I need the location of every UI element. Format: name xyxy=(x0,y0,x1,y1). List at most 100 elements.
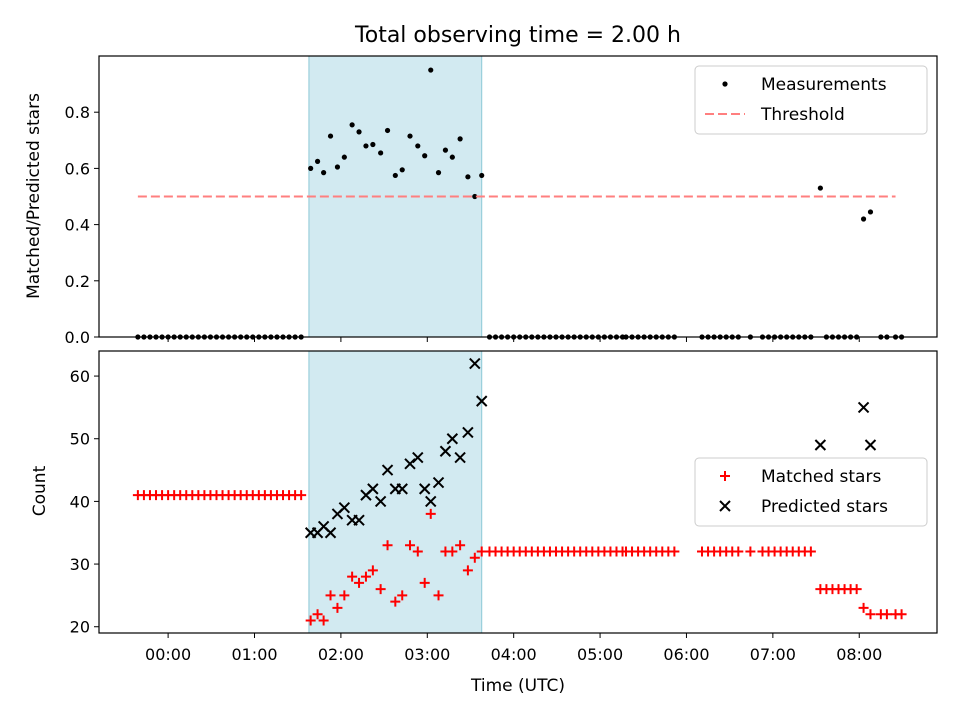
matched-stars-point xyxy=(354,577,365,588)
measurement-point xyxy=(384,127,391,134)
chart-title: Total observing time = 2.00 h xyxy=(354,23,681,48)
matched-stars-point xyxy=(367,565,378,576)
predicted-stars-point xyxy=(353,514,365,526)
legend-marker-x xyxy=(719,500,731,512)
top-y-tick-label: 0.8 xyxy=(65,103,90,122)
matched-stars-point xyxy=(390,596,401,607)
matched-stars-point xyxy=(896,609,907,620)
x-tick-label: 08:00 xyxy=(836,645,882,664)
top-panel-y-axis-label: Matched/Predicted stars xyxy=(24,93,44,299)
bottom-legend-box xyxy=(694,457,928,527)
matched-stars-point xyxy=(455,540,466,551)
predicted-stars-point xyxy=(412,451,424,464)
matched-stars-point xyxy=(805,546,816,557)
predicted-stars-point xyxy=(446,433,459,445)
matched-stars-point xyxy=(405,540,416,551)
x-tick-label: 04:00 xyxy=(491,645,537,664)
bottom-panel-y-axis-label: Count xyxy=(30,465,50,516)
measurement-point xyxy=(479,172,485,179)
measurement-point xyxy=(860,216,867,222)
measurement-point xyxy=(457,136,463,142)
measurement-point xyxy=(407,133,413,139)
predicted-stars-point xyxy=(367,483,379,495)
predicted-stars-point xyxy=(857,401,870,414)
matched-stars-point xyxy=(858,602,869,613)
measurement-point xyxy=(334,164,341,170)
x-tick-label: 02:00 xyxy=(318,645,364,664)
measurement-point xyxy=(327,133,334,139)
measurement-point xyxy=(370,141,376,148)
predicted-stars-point xyxy=(476,395,488,407)
predicted-stars-point xyxy=(864,439,877,451)
top-y-tick-label: 0.0 xyxy=(65,328,90,347)
matched-stars-point xyxy=(865,609,876,620)
measurement-point xyxy=(356,129,362,135)
predicted-stars-point xyxy=(814,439,827,451)
matched-stars-point xyxy=(332,602,343,613)
legend-label: Threshold xyxy=(760,105,845,125)
x-tick-label: 03:00 xyxy=(404,645,450,664)
matched-stars-point xyxy=(412,546,423,557)
matched-stars-point xyxy=(347,571,358,582)
measurement-point xyxy=(314,158,321,164)
x-tick-label: 06:00 xyxy=(663,645,709,664)
x-axis-label: Time (UTC) xyxy=(470,676,565,696)
measurement-point xyxy=(867,209,874,215)
measurement-point xyxy=(472,193,478,200)
predicted-stars-point xyxy=(425,495,437,508)
measurement-point xyxy=(392,172,398,179)
matched-stars-point xyxy=(382,540,393,551)
matched-stars-point xyxy=(360,571,371,582)
legend-marker-plus xyxy=(720,471,730,481)
predicted-stars-point xyxy=(338,501,351,514)
matched-stars-point xyxy=(419,577,430,588)
top-legend-box xyxy=(694,65,928,135)
bottom-legend: Matched stars Predicted stars xyxy=(694,457,928,527)
bottom-y-tick-label: 50 xyxy=(70,430,90,449)
predicted-stars-point xyxy=(462,426,474,439)
measurement-point xyxy=(378,150,384,156)
measurement-point xyxy=(321,170,327,176)
matched-stars-point xyxy=(339,590,350,601)
legend-marker-dot xyxy=(722,81,728,87)
matched-stars-point xyxy=(469,552,480,563)
matched-stars-point xyxy=(462,565,473,576)
predicted-stars-point xyxy=(454,451,466,464)
bottom-panel-observing-span xyxy=(308,350,483,634)
predicted-stars-point xyxy=(381,464,394,476)
predicted-stars-point xyxy=(396,483,408,495)
matched-stars-point xyxy=(733,546,744,557)
measurement-point xyxy=(817,185,823,191)
x-tick-label: 00:00 xyxy=(145,645,191,664)
matched-stars-point xyxy=(745,546,756,557)
top-legend: Measurements Threshold xyxy=(694,65,928,135)
predicted-stars-point xyxy=(439,445,452,457)
predicted-stars-point xyxy=(418,483,431,495)
matched-stars-point xyxy=(312,609,323,620)
bottom-series-1 xyxy=(304,357,877,539)
bottom-y-tick-label: 30 xyxy=(70,555,90,574)
measurement-point xyxy=(341,154,347,160)
measurement-point xyxy=(435,170,442,176)
x-tick-label: 01:00 xyxy=(231,645,277,664)
bottom-y-tick-label: 60 xyxy=(70,367,90,386)
bottom-panel-points xyxy=(132,357,907,626)
measurement-point xyxy=(363,143,369,149)
x-tick-label: 07:00 xyxy=(750,645,796,664)
x-tick-label: 05:00 xyxy=(577,645,623,664)
matched-stars-point xyxy=(433,590,444,601)
predicted-stars-point xyxy=(469,357,481,370)
matched-stars-point xyxy=(325,590,336,601)
top-panel-frame xyxy=(98,55,938,338)
matched-stars-point xyxy=(305,615,316,626)
matched-stars-point xyxy=(447,546,458,557)
bottom-panel-frame xyxy=(98,350,938,634)
legend-label: Matched stars xyxy=(761,467,881,487)
legend-label: Predicted stars xyxy=(761,497,888,517)
bottom-series-0 xyxy=(132,490,907,626)
matched-stars-point xyxy=(318,615,329,626)
matched-stars-point xyxy=(375,584,386,595)
measurement-point xyxy=(308,165,314,171)
measurement-point xyxy=(442,147,449,153)
